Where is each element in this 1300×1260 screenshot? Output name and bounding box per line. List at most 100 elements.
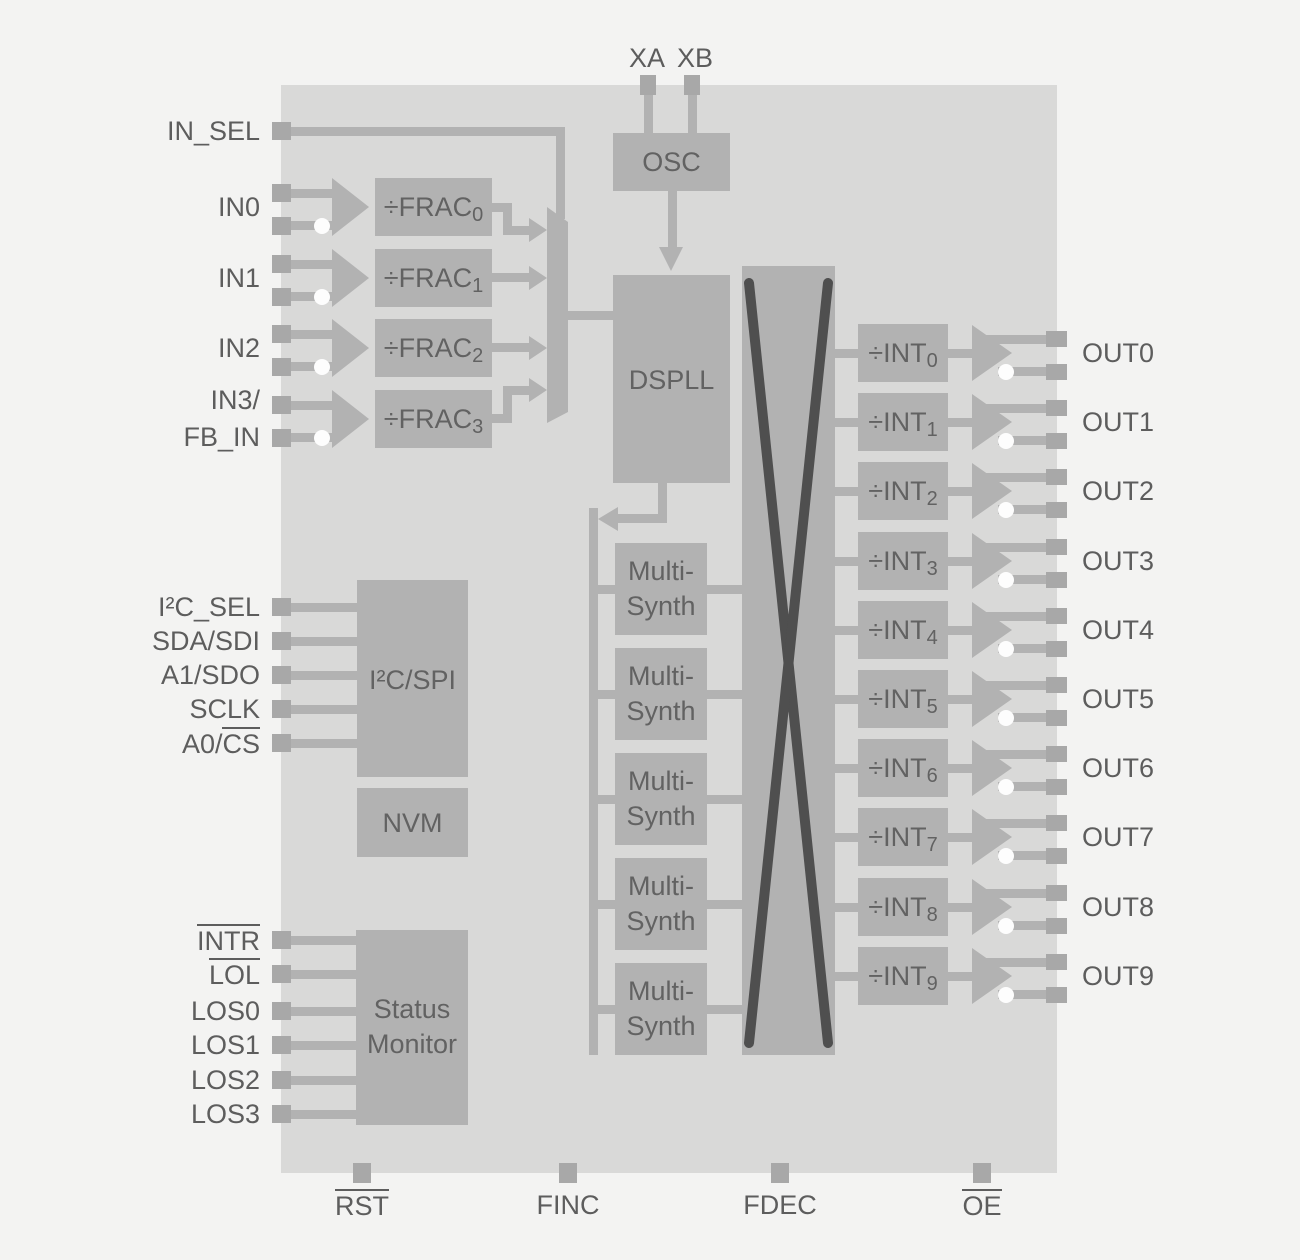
in3-row [272, 378, 547, 448]
oe-pin [973, 1163, 991, 1183]
status-monitor-block [356, 930, 468, 1125]
xb-pin [684, 75, 700, 95]
out4-inversion-bubble [998, 641, 1014, 657]
out1-driver-triangle [972, 394, 1012, 450]
out0-inversion-bubble [998, 364, 1014, 380]
in1-buffer-triangle [332, 249, 369, 307]
sclk-pin [272, 700, 291, 718]
los1-pin [272, 1036, 291, 1054]
los1-label: LOS1 [190, 1030, 260, 1060]
int0-block [858, 324, 948, 382]
in1-row [272, 249, 547, 307]
dspll-block [613, 275, 730, 483]
frac2-label: ÷FRAC2 [383, 333, 484, 367]
in-sel-label: IN_SEL [166, 116, 260, 146]
in0-row [272, 178, 547, 242]
finc-label: FINC [536, 1190, 600, 1220]
osc-label: OSC [642, 147, 701, 177]
out6-label: OUT6 [1082, 753, 1155, 783]
frac1-block [375, 249, 492, 307]
in3-inversion-bubble [314, 430, 330, 446]
out6-driver-triangle [972, 740, 1012, 796]
int3-block [858, 532, 948, 590]
out2-row [835, 462, 1067, 520]
out5-row [835, 670, 1067, 728]
out2-inversion-bubble [998, 502, 1014, 518]
frac2-block [375, 319, 492, 377]
xa-label: XA [628, 43, 666, 73]
a1-sdo-label: A1/SDO [160, 660, 260, 690]
int5-block [858, 670, 948, 728]
out2-label: OUT2 [1082, 476, 1155, 506]
out9-driver-triangle [972, 948, 1012, 1004]
osc-to-dspll-arrow [659, 191, 683, 271]
int2-block [858, 462, 948, 520]
input-mux [547, 207, 568, 423]
dspll-to-multisynth-arrow [598, 483, 667, 531]
rst-pin [353, 1163, 371, 1183]
osc-block [613, 133, 730, 191]
multisynth-bus [589, 508, 598, 1055]
xa-xb-pins [640, 75, 700, 135]
out8-driver-triangle [972, 879, 1012, 935]
sda-sdi-label: SDA/SDI [151, 626, 260, 656]
out3-row [835, 532, 1067, 590]
out4-row [835, 601, 1067, 659]
out8-label: OUT8 [1082, 892, 1155, 922]
multisynth-2 [598, 753, 742, 845]
serial-pin-wires [272, 598, 357, 752]
int9-block [858, 947, 948, 1005]
frac3-label: ÷FRAC3 [383, 404, 484, 438]
status-pin-wires [272, 931, 356, 1123]
out8-inversion-bubble [998, 918, 1014, 934]
in-sel-wire [272, 122, 565, 219]
in0-buffer-triangle [332, 178, 369, 236]
i2c-sel-pin [272, 598, 291, 616]
out1-label: OUT1 [1082, 407, 1155, 437]
dspll-label: DSPLL [628, 365, 715, 395]
int1-label: ÷INT1 [868, 407, 938, 441]
int0-label: ÷INT0 [868, 338, 938, 372]
out5-driver-triangle [972, 671, 1012, 727]
sclk-label: SCLK [189, 694, 260, 724]
oe-label: OE [962, 1189, 1002, 1221]
in2-label: IN2 [217, 333, 260, 363]
in2-row [272, 319, 547, 377]
i2c-spi-block [357, 580, 468, 777]
los3-label: LOS3 [190, 1099, 260, 1129]
crossbar-line-2 [744, 278, 833, 1048]
out0-label: OUT0 [1082, 338, 1155, 368]
out3-label: OUT3 [1082, 546, 1155, 576]
out9-label: OUT9 [1082, 961, 1155, 991]
fdec-pin [771, 1163, 789, 1183]
multisynth4-label: Multi- Synth [626, 976, 696, 1041]
frac0-block [375, 178, 492, 236]
i2c-sel-label: I²C_SEL [157, 592, 260, 622]
multisynth3-label: Multi- Synth [626, 871, 696, 936]
intr-pin [272, 931, 291, 949]
multisynth-1 [598, 648, 742, 740]
out5-label: OUT5 [1082, 684, 1155, 714]
in3-buffer-triangle [332, 390, 369, 448]
multisynth-4 [598, 963, 742, 1055]
los0-label: LOS0 [190, 996, 260, 1026]
in1-inversion-bubble [314, 289, 330, 305]
int3-label: ÷INT3 [868, 546, 938, 580]
nvm-label: NVM [382, 808, 443, 838]
lol-pin [272, 965, 291, 983]
in3-label-line1: IN3/ [210, 385, 260, 415]
out4-label: OUT4 [1082, 615, 1155, 645]
out1-row [835, 393, 1067, 451]
lol-label: LOL [208, 958, 260, 990]
status-monitor-label: Status Monitor [366, 994, 458, 1059]
multisynth-3 [598, 858, 742, 950]
los2-pin [272, 1071, 291, 1089]
out0-driver-triangle [972, 325, 1012, 381]
out9-inversion-bubble [998, 987, 1014, 1003]
out7-driver-triangle [972, 809, 1012, 865]
los2-label: LOS2 [190, 1065, 260, 1095]
a0-cs-label: A0/CS [181, 727, 260, 759]
out6-row [835, 739, 1067, 797]
out6-inversion-bubble [998, 779, 1014, 795]
